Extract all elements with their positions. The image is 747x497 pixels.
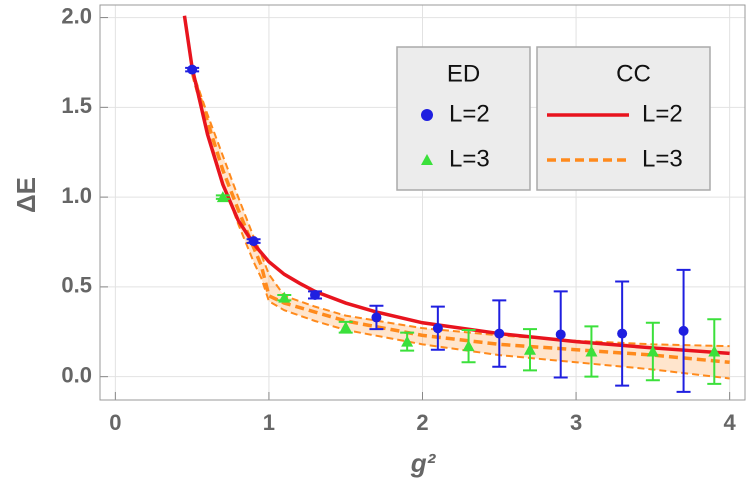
legend-label: L=3 (642, 145, 683, 172)
legend-box (396, 46, 531, 191)
plot-frame (99, 4, 746, 401)
y-tick-label: 2.0 (61, 3, 92, 28)
legend-box (536, 46, 711, 191)
y-axis-label: ΔE (11, 177, 41, 213)
line (190, 70, 730, 365)
point (310, 289, 320, 300)
point (494, 328, 505, 339)
y-tick-label: 1.5 (61, 93, 92, 118)
point (248, 236, 259, 247)
legend-title: CC (616, 60, 651, 87)
point (187, 64, 198, 75)
y-tick-label: 0.0 (61, 362, 92, 387)
point (278, 291, 291, 303)
point (708, 345, 721, 357)
legend-label: L=2 (642, 100, 683, 127)
point (371, 312, 382, 323)
legend-title: ED (447, 60, 480, 87)
point (585, 345, 598, 357)
point (678, 325, 689, 336)
x-tick-label: 0 (109, 410, 121, 435)
legend-label: L=2 (449, 100, 490, 127)
x-tick-label: 2 (416, 410, 428, 435)
x-tick-label: 4 (724, 410, 737, 435)
point (339, 321, 352, 333)
point (216, 191, 229, 203)
x-tick-label: 1 (263, 410, 275, 435)
point (555, 329, 566, 340)
point (524, 343, 536, 355)
y-tick-label: 0.5 (61, 273, 92, 298)
legend-marker (421, 109, 433, 121)
plot-area (182, 15, 730, 393)
band (192, 69, 730, 379)
point (432, 323, 443, 334)
point (462, 340, 475, 352)
line (182, 15, 730, 356)
legend-label: L=3 (449, 145, 490, 172)
x-axis-label: g² (410, 448, 437, 478)
legend-marker (421, 154, 433, 165)
point (401, 335, 414, 347)
x-tick-label: 3 (570, 410, 582, 435)
y-tick-label: 1.0 (61, 183, 92, 208)
point (617, 328, 628, 339)
point (646, 345, 659, 357)
